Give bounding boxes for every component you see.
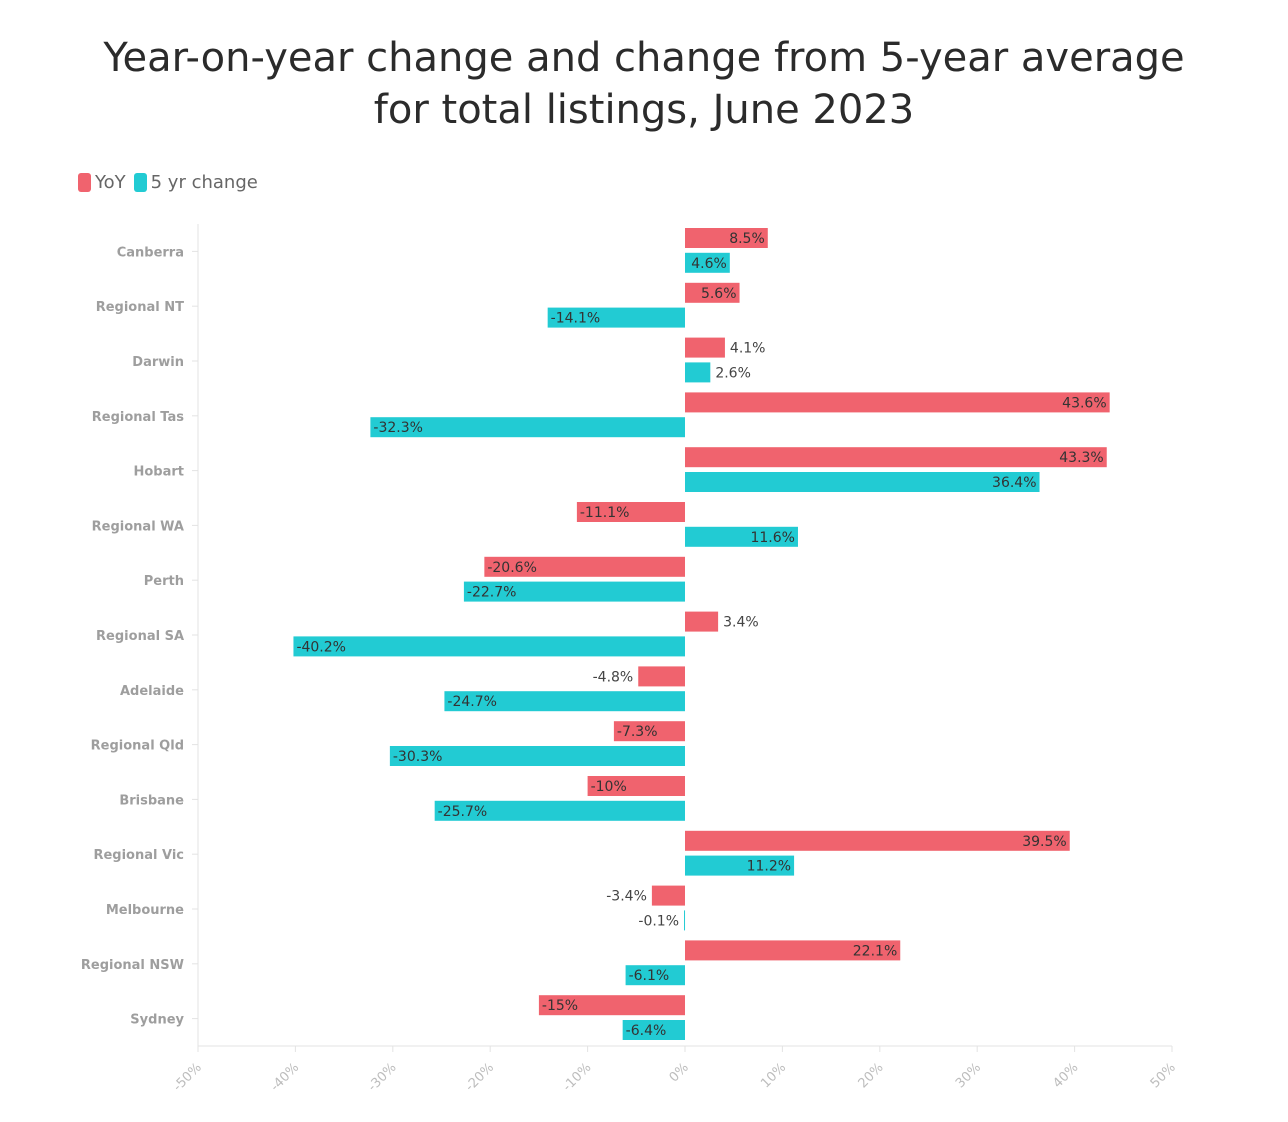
category-label: Canberra (117, 245, 184, 260)
bar-yoy (484, 556, 685, 577)
data-label: -20.6% (487, 560, 537, 576)
x-tick-label: 0% (667, 1060, 692, 1085)
bar-5yr (444, 691, 685, 712)
bar-yoy (576, 502, 685, 522)
bar-5yr (547, 307, 685, 328)
data-label: 4.1% (730, 341, 766, 357)
bar-yoy (685, 337, 725, 358)
x-tick-label: 30% (953, 1060, 984, 1091)
data-label: -6.4% (626, 1023, 667, 1039)
category-label: Regional WA (92, 519, 184, 534)
data-label: -40.2% (296, 639, 346, 655)
bar-yoy (638, 666, 685, 687)
bar-yoy (587, 776, 685, 796)
data-label: -4.8% (593, 669, 634, 685)
x-tick-label: 50% (1148, 1060, 1179, 1091)
data-label: -6.1% (629, 968, 670, 984)
category-label: Perth (144, 574, 184, 589)
category-label: Regional NSW (81, 958, 184, 973)
data-label: 43.3% (1059, 450, 1103, 466)
chart-title-line-1: Year-on-year change and change from 5-ye… (103, 35, 1185, 81)
bar-yoy (685, 282, 740, 303)
category-label: Adelaide (120, 684, 184, 699)
data-label: 43.6% (1062, 395, 1106, 411)
data-label: -11.1% (580, 505, 630, 521)
data-label: -25.7% (438, 804, 488, 820)
bar-5yr (293, 636, 685, 657)
x-tick-label: -50% (170, 1060, 204, 1094)
chart-title-line-2: for total listings, June 2023 (373, 87, 915, 133)
data-label: 2.6% (715, 365, 751, 381)
data-label: 22.1% (853, 943, 897, 959)
x-tick-label: -40% (268, 1060, 302, 1094)
category-label: Regional Qld (91, 739, 184, 754)
data-label: -7.3% (617, 724, 658, 740)
category-label: Regional Tas (92, 410, 184, 425)
category-label: Regional SA (96, 629, 184, 644)
data-label: -3.4% (606, 889, 647, 905)
bar-yoy (685, 830, 1070, 851)
category-label: Regional NT (96, 300, 184, 315)
chart-title: Year-on-year change and change from 5-ye… (0, 32, 1288, 136)
legend-label-5yr: 5 yr change (150, 172, 258, 193)
legend-label-yoy: YoY (95, 172, 126, 193)
x-tick-label: -20% (463, 1060, 497, 1094)
x-tick-label: -30% (365, 1060, 399, 1094)
bar-yoy (685, 228, 768, 248)
data-label: -14.1% (551, 311, 601, 327)
bar-5yr (389, 746, 685, 766)
category-label: Sydney (130, 1013, 184, 1028)
bar-yoy (685, 940, 901, 961)
data-label: 4.6% (691, 256, 727, 272)
legend-swatch-5yr (133, 173, 147, 192)
bar-5yr (685, 362, 711, 383)
data-label: -22.7% (467, 585, 517, 601)
bar-yoy (685, 611, 719, 632)
category-label: Darwin (132, 355, 184, 370)
bar-5yr (370, 417, 685, 438)
bar-yoy (538, 995, 685, 1016)
category-label: Brisbane (119, 793, 184, 808)
bar-5yr (463, 581, 685, 602)
x-tick-label: 20% (856, 1060, 887, 1091)
data-label: -15% (542, 998, 578, 1014)
legend-swatch-yoy (78, 173, 91, 192)
bar-yoy (685, 447, 1107, 468)
category-label: Hobart (133, 465, 184, 480)
category-label: Melbourne (106, 903, 184, 918)
data-label: -0.1% (638, 913, 679, 929)
x-tick-label: 40% (1050, 1060, 1081, 1091)
data-label: 3.4% (723, 615, 759, 631)
bar-yoy (651, 885, 685, 906)
data-label: 39.5% (1022, 834, 1066, 850)
data-label: -32.3% (373, 420, 423, 436)
bar-yoy (685, 392, 1110, 413)
data-label: 11.2% (747, 859, 791, 875)
bar-5yr (684, 910, 686, 931)
category-label: Regional Vic (93, 848, 184, 863)
data-label: 8.5% (729, 231, 765, 247)
data-label: -24.7% (447, 694, 497, 710)
bar-5yr (685, 252, 730, 273)
bar-5yr (622, 1020, 685, 1040)
legend: YoY 5 yr change (78, 172, 266, 193)
data-label: -10% (591, 779, 627, 795)
bar-5yr (625, 965, 685, 986)
data-label: -30.3% (393, 749, 443, 765)
data-label: 5.6% (701, 286, 737, 302)
bar-5yr (685, 472, 1040, 492)
legend-item-5yr[interactable]: 5 yr change (133, 172, 258, 193)
bar-5yr (434, 800, 685, 821)
data-label: 36.4% (992, 475, 1036, 491)
bar-yoy (613, 721, 685, 742)
x-tick-label: -10% (560, 1060, 594, 1094)
x-tick-label: 10% (758, 1060, 789, 1091)
bar-5yr (685, 526, 798, 547)
bar-5yr (685, 855, 795, 876)
legend-item-yoy[interactable]: YoY (78, 172, 126, 193)
data-label: 11.6% (750, 530, 794, 546)
